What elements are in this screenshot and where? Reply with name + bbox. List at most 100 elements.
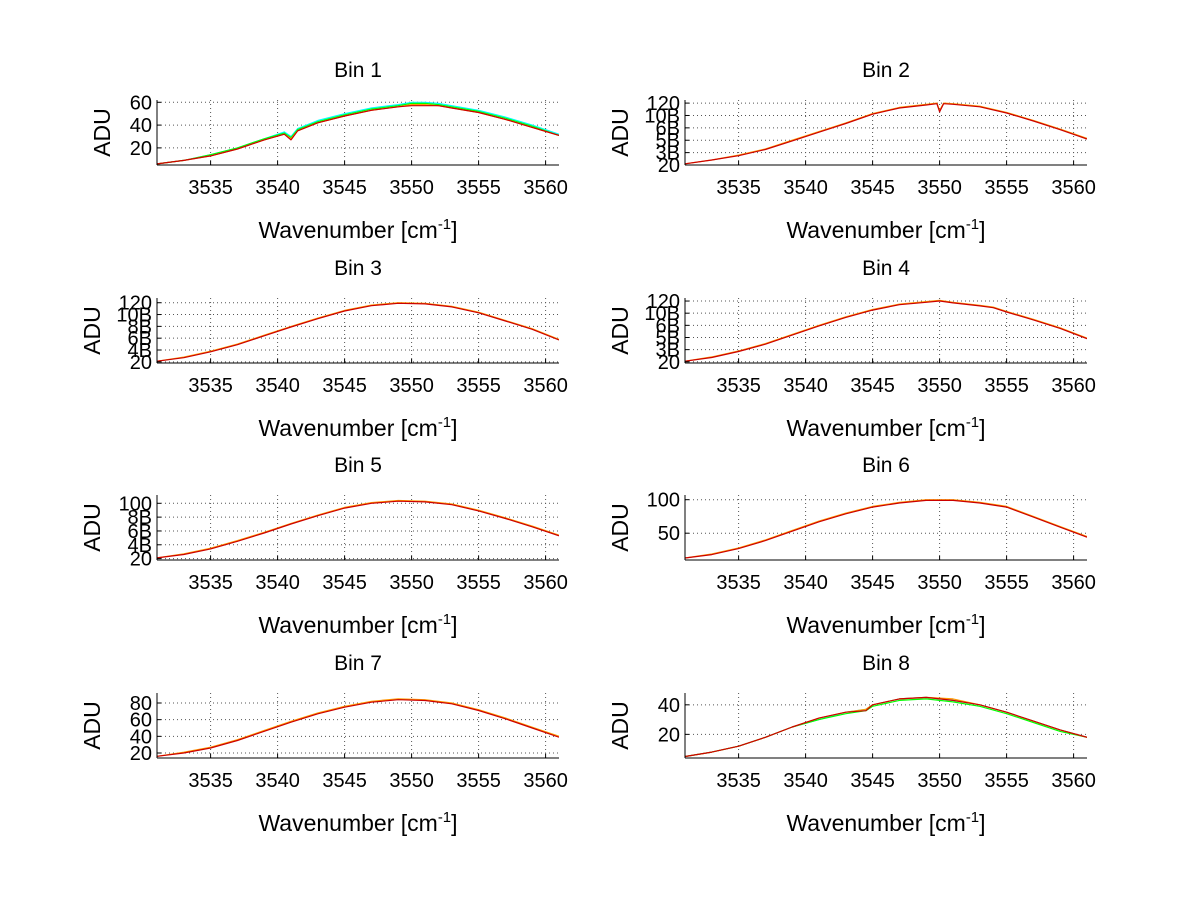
- x-tick-label: 3540: [783, 572, 828, 594]
- x-axis-label-sup: -1: [966, 414, 979, 431]
- x-tick-label: 3540: [783, 177, 828, 199]
- series-line-2: [685, 499, 1087, 559]
- x-tick-label: 3560: [1051, 770, 1096, 792]
- x-tick-label: 3555: [984, 572, 1029, 594]
- x-tick-label: 3560: [523, 375, 568, 397]
- x-tick-label: 3555: [456, 572, 501, 594]
- y-tick-label: 40: [658, 695, 680, 717]
- x-tick-label: 3560: [523, 177, 568, 199]
- y-tick-label: 20: [658, 724, 680, 746]
- x-axis-label: Wavenumber [cm-1]: [258, 809, 457, 836]
- subplot-title: Bin 2: [862, 59, 910, 82]
- series-line-2: [157, 302, 559, 362]
- x-tick-label: 3540: [783, 375, 828, 397]
- y-axis-label: ADU: [607, 108, 633, 157]
- x-tick-label: 3535: [716, 375, 761, 397]
- x-tick-label: 3540: [255, 177, 300, 199]
- x-axis-label-tail: ]: [979, 612, 985, 638]
- y-tick-label: 8B: [128, 316, 152, 338]
- x-tick-label: 3540: [255, 572, 300, 594]
- x-tick-label: 3545: [850, 572, 895, 594]
- x-tick-label: 3545: [322, 375, 367, 397]
- y-tick-label: 40: [130, 726, 152, 748]
- x-axis-label-main: Wavenumber [cm: [786, 217, 965, 243]
- y-tick-label: 50: [658, 523, 680, 545]
- x-tick-label: 3555: [984, 375, 1029, 397]
- y-tick-label: 5B: [656, 130, 680, 152]
- x-tick-label: 3550: [917, 770, 962, 792]
- x-tick-label: 3550: [389, 572, 434, 594]
- y-tick-label: 40: [130, 115, 152, 137]
- series-line-2: [157, 500, 559, 559]
- x-axis-label-tail: ]: [979, 415, 985, 441]
- series-line-1: [157, 302, 559, 362]
- series-line-4: [157, 105, 559, 165]
- series-line-2: [685, 300, 1087, 362]
- y-tick-label: 3B: [656, 340, 680, 362]
- series-line-3: [685, 696, 1087, 758]
- y-tick-label: 5B: [656, 327, 680, 349]
- y-tick-label: 120: [647, 93, 680, 115]
- y-tick-label: 80: [130, 693, 152, 715]
- x-tick-label: 3550: [389, 177, 434, 199]
- y-tick-label: 6B: [656, 315, 680, 337]
- y-tick-label: 120: [647, 291, 680, 313]
- x-axis-label-sup: -1: [438, 216, 451, 233]
- y-tick-label: 60: [130, 710, 152, 732]
- y-axis-label: ADU: [79, 701, 105, 750]
- x-axis-label-main: Wavenumber [cm: [258, 415, 437, 441]
- x-axis-label-main: Wavenumber [cm: [786, 810, 965, 836]
- x-tick-label: 3535: [188, 770, 233, 792]
- subplot-title: Bin 5: [334, 454, 382, 477]
- x-tick-label: 3550: [917, 572, 962, 594]
- x-axis-label: Wavenumber [cm-1]: [786, 414, 985, 441]
- x-axis-label: Wavenumber [cm-1]: [786, 611, 985, 638]
- x-axis-label-sup: -1: [438, 611, 451, 628]
- subplot-title: Bin 6: [862, 454, 910, 477]
- x-tick-label: 3540: [255, 770, 300, 792]
- x-tick-label: 3560: [1051, 177, 1096, 199]
- y-tick-label: 120: [119, 293, 152, 315]
- x-axis-label-tail: ]: [979, 810, 985, 836]
- x-tick-label: 3560: [1051, 572, 1096, 594]
- x-axis-label-sup: -1: [966, 611, 979, 628]
- x-tick-label: 3555: [456, 375, 501, 397]
- y-tick-label: 3B: [656, 143, 680, 165]
- y-axis-label: ADU: [79, 306, 105, 355]
- x-tick-label: 3535: [188, 572, 233, 594]
- x-axis-label: Wavenumber [cm-1]: [258, 414, 457, 441]
- x-tick-label: 3555: [984, 177, 1029, 199]
- x-axis-label-sup: -1: [966, 809, 979, 826]
- y-tick-label: 10B: [644, 303, 680, 325]
- x-tick-label: 3540: [255, 375, 300, 397]
- subplot-title: Bin 8: [862, 652, 910, 675]
- y-tick-label: 20: [658, 352, 680, 374]
- y-axis-label: ADU: [607, 503, 633, 552]
- series-line-1: [685, 696, 1087, 758]
- series-line-2: [685, 103, 1087, 165]
- x-axis-label-main: Wavenumber [cm: [786, 612, 965, 638]
- x-tick-label: 3550: [389, 770, 434, 792]
- x-axis-label-tail: ]: [451, 415, 457, 441]
- x-tick-label: 3545: [850, 177, 895, 199]
- series-line-2: [157, 699, 559, 757]
- series-line-1: [157, 698, 559, 757]
- x-axis-label-main: Wavenumber [cm: [786, 415, 965, 441]
- x-axis-label-tail: ]: [451, 810, 457, 836]
- x-tick-label: 3535: [188, 375, 233, 397]
- y-tick-label: 10B: [116, 305, 152, 327]
- x-axis-label: Wavenumber [cm-1]: [786, 809, 985, 836]
- x-axis-label-sup: -1: [438, 414, 451, 431]
- series-line-2: [157, 102, 559, 165]
- y-tick-label: 6B: [128, 328, 152, 350]
- series-line-1: [157, 499, 559, 559]
- series-line-1: [685, 299, 1087, 362]
- x-tick-label: 3545: [850, 770, 895, 792]
- y-tick-label: 20: [130, 549, 152, 571]
- x-tick-label: 3545: [850, 375, 895, 397]
